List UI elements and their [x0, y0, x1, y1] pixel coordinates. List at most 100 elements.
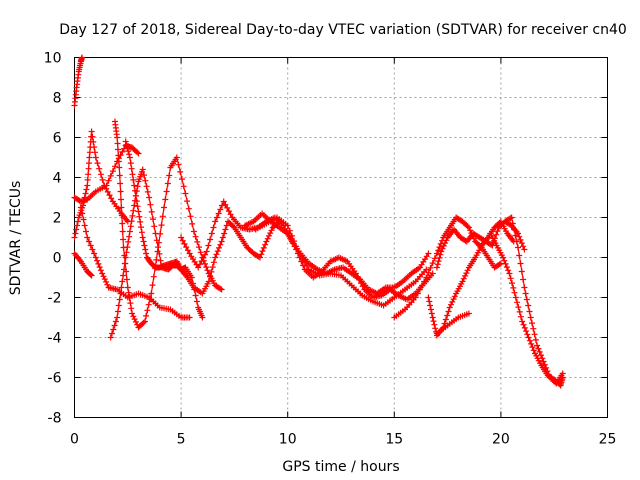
data-point	[295, 248, 302, 255]
data-point	[116, 172, 123, 179]
data-point	[99, 270, 106, 277]
series-track-3	[71, 250, 95, 279]
data-point	[91, 144, 98, 151]
data-point	[181, 240, 188, 247]
data-point	[92, 149, 98, 156]
data-point	[161, 204, 167, 211]
data-point	[515, 244, 521, 251]
data-point	[115, 302, 122, 309]
y-tick-label: 2	[53, 211, 62, 227]
data-point	[134, 203, 141, 210]
series-track-7	[112, 118, 225, 331]
data-point	[523, 328, 530, 335]
data-point	[106, 192, 113, 199]
data-point	[214, 248, 221, 255]
data-point	[135, 208, 142, 215]
data-point	[448, 301, 454, 308]
data-point	[545, 371, 552, 378]
y-tick-label: -2	[48, 291, 62, 307]
data-point	[97, 267, 104, 274]
data-point	[179, 237, 186, 244]
data-point	[126, 233, 133, 240]
data-point	[184, 247, 191, 254]
data-point	[115, 152, 122, 159]
data-point	[298, 258, 305, 265]
data-point	[494, 228, 501, 235]
data-point	[521, 324, 528, 331]
data-point	[202, 260, 208, 267]
data-point	[222, 201, 229, 208]
data-point	[508, 214, 515, 221]
data-point	[132, 318, 139, 325]
data-point	[529, 344, 536, 351]
data-point	[423, 274, 430, 281]
x-tick-label: 0	[70, 432, 79, 448]
data-point	[528, 340, 535, 347]
y-tick-label: -4	[48, 331, 62, 347]
data-point	[518, 268, 525, 275]
data-point	[159, 213, 166, 220]
data-point	[183, 244, 190, 251]
data-point	[125, 148, 132, 155]
data-point	[81, 222, 88, 229]
data-point	[198, 258, 205, 265]
data-point	[526, 337, 533, 344]
data-point	[205, 242, 212, 249]
data-point	[530, 347, 537, 354]
data-point	[514, 299, 521, 306]
data-point	[524, 331, 531, 338]
data-point	[356, 276, 363, 283]
data-point	[72, 230, 79, 237]
data-point	[130, 313, 137, 320]
data-point	[117, 188, 124, 195]
y-tick-label: 10	[44, 51, 62, 67]
data-point	[100, 273, 107, 280]
data-point	[541, 361, 548, 368]
data-point	[212, 254, 219, 261]
data-point	[443, 237, 450, 244]
data-point	[154, 248, 161, 255]
data-point	[219, 234, 226, 241]
data-point	[158, 222, 165, 229]
data-point	[196, 261, 203, 268]
data-point	[213, 251, 220, 258]
data-point	[111, 322, 118, 329]
data-point	[89, 246, 96, 253]
data-point	[92, 154, 99, 161]
data-point	[136, 213, 143, 220]
data-point	[540, 358, 547, 365]
x-tick-label: 10	[279, 432, 297, 448]
data-point	[203, 248, 210, 255]
data-point	[525, 302, 532, 309]
series-track-17	[502, 214, 566, 387]
data-point	[125, 289, 132, 296]
data-point	[189, 220, 196, 227]
data-point	[509, 220, 516, 227]
data-point	[352, 270, 359, 277]
data-point	[182, 190, 189, 197]
data-point	[119, 148, 126, 155]
data-point	[187, 213, 194, 220]
data-point	[521, 284, 528, 291]
data-point	[86, 160, 92, 167]
data-point	[143, 250, 150, 257]
data-point	[431, 321, 438, 328]
data-point	[95, 260, 102, 267]
data-point	[131, 316, 138, 323]
data-point	[148, 208, 155, 215]
x-tick-label: 25	[599, 432, 617, 448]
data-point	[124, 284, 131, 291]
data-point	[109, 330, 115, 337]
data-marks	[71, 54, 566, 389]
data-point	[520, 276, 527, 283]
data-point	[128, 165, 135, 172]
data-point	[467, 227, 474, 234]
y-tick-label: 4	[53, 171, 62, 187]
data-point	[414, 290, 421, 297]
data-point	[122, 138, 129, 145]
data-point	[126, 151, 133, 158]
data-point	[429, 314, 436, 321]
data-point	[464, 223, 471, 230]
data-point	[85, 165, 92, 172]
